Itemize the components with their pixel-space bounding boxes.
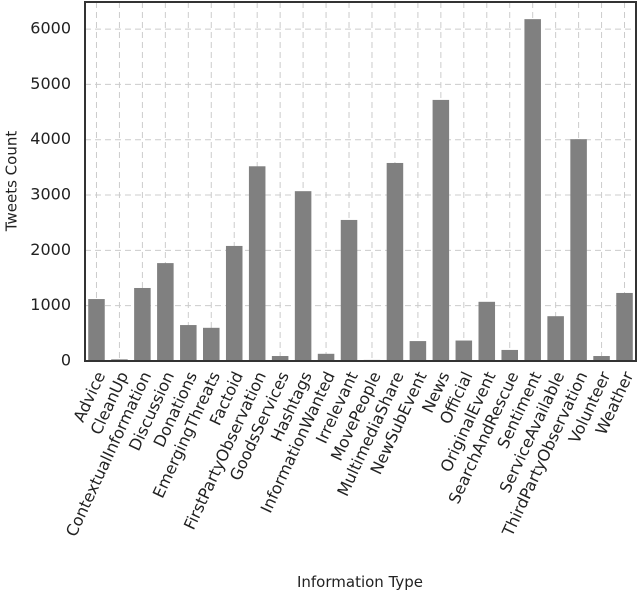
bar — [180, 325, 197, 361]
bar — [570, 139, 587, 361]
bar — [340, 219, 358, 361]
bar — [432, 99, 450, 361]
bar — [524, 19, 541, 362]
bar — [203, 327, 220, 361]
bar — [547, 316, 564, 361]
bar — [271, 356, 289, 361]
bar — [409, 341, 427, 361]
bar — [248, 166, 266, 361]
y-tick-label: 2000 — [30, 240, 71, 259]
bar — [386, 162, 404, 361]
bar — [593, 356, 610, 361]
bar — [478, 301, 496, 361]
y-tick-label: 6000 — [30, 19, 71, 38]
bar — [501, 349, 518, 361]
bar — [294, 191, 312, 361]
bar — [157, 263, 174, 361]
y-axis-label: Tweets Count — [3, 131, 21, 233]
y-tick-label: 3000 — [30, 185, 71, 204]
y-tick-label: 0 — [61, 351, 71, 370]
bar — [134, 287, 151, 361]
y-tick-label: 1000 — [30, 295, 71, 314]
bar — [88, 299, 105, 361]
bar — [455, 340, 473, 361]
bar — [225, 245, 243, 361]
y-tick-label: 5000 — [30, 74, 71, 93]
plot-frame — [84, 1, 637, 362]
y-tick-label: 4000 — [30, 129, 71, 148]
bar — [616, 292, 633, 361]
bar — [317, 353, 335, 361]
x-axis-label: Information Type — [297, 573, 423, 591]
